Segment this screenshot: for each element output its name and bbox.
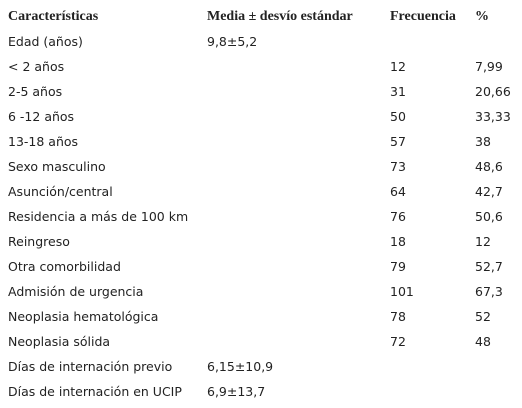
cell-label: Días de internación en UCIP xyxy=(8,384,182,399)
cell-mean: 6,9±13,7 xyxy=(207,384,266,399)
empty-cell xyxy=(207,204,390,229)
cell-freq: 78 xyxy=(390,309,406,324)
empty-cell xyxy=(207,54,390,79)
cell-label: < 2 años xyxy=(8,59,65,74)
cell-freq: 72 xyxy=(390,334,406,349)
empty-cell xyxy=(207,79,390,104)
empty-cell xyxy=(207,154,390,179)
cell-freq: 76 xyxy=(390,209,406,224)
cell-pct: 33,33 xyxy=(475,109,511,124)
empty-cell xyxy=(207,279,390,304)
cell-freq: 79 xyxy=(390,259,406,274)
cell-label: Reingreso xyxy=(8,234,70,249)
table-row: Neoplasia sólida 72 48 xyxy=(0,329,522,354)
cell-freq: 31 xyxy=(390,84,406,99)
cell-pct: 20,66 xyxy=(475,84,511,99)
empty-cell xyxy=(207,254,390,279)
cell-pct: 67,3 xyxy=(475,284,503,299)
header-cell: Media ± desvío estándar xyxy=(207,9,353,24)
cell-label: 2-5 años xyxy=(8,84,63,99)
table-row: Residencia a más de 100 km 76 50,6 xyxy=(0,204,522,229)
table-row: Otra comorbilidad 79 52,7 xyxy=(0,254,522,279)
table-row: Días de internación previo 6,15±10,9 xyxy=(0,354,522,379)
table-row: 2-5 años 31 20,66 xyxy=(0,79,522,104)
cell-freq: 73 xyxy=(390,159,406,174)
cell-freq: 12 xyxy=(390,59,406,74)
empty-cell xyxy=(475,379,522,404)
header-cell: % xyxy=(475,9,489,24)
empty-cell xyxy=(475,29,522,54)
data-table: Características Media ± desvío estándar Fr… xyxy=(0,5,522,404)
header-cell: Características xyxy=(8,9,99,24)
empty-cell xyxy=(475,354,522,379)
empty-cell xyxy=(207,179,390,204)
empty-cell xyxy=(207,304,390,329)
header-row: Características Media ± desvío estándar Fr… xyxy=(0,5,522,29)
cell-pct: 7,99 xyxy=(475,59,503,74)
cell-pct: 12 xyxy=(475,234,491,249)
cell-label: Residencia a más de 100 km xyxy=(8,209,189,224)
cell-label: Neoplasia hematológica xyxy=(8,309,159,324)
empty-cell xyxy=(390,354,475,379)
table-row: Edad (años) 9,8±5,2 xyxy=(0,29,522,54)
table-row: 6 -12 años 50 33,33 xyxy=(0,104,522,129)
cell-mean: 9,8±5,2 xyxy=(207,34,258,49)
cell-label: Neoplasia sólida xyxy=(8,334,111,349)
empty-cell xyxy=(390,29,475,54)
table-body: Edad (años) 9,8±5,2 < 2 años 12 7,99 2-5 años… xyxy=(0,29,522,404)
cell-freq: 57 xyxy=(390,134,406,149)
cell-freq: 50 xyxy=(390,109,406,124)
table-row: Asunción/central 64 42,7 xyxy=(0,179,522,204)
cell-pct: 52,7 xyxy=(475,259,503,274)
cell-mean: 6,15±10,9 xyxy=(207,359,274,374)
cell-label: 13-18 años xyxy=(8,134,79,149)
cell-label: Admisión de urgencia xyxy=(8,284,144,299)
empty-cell xyxy=(207,229,390,254)
cell-pct: 42,7 xyxy=(475,184,503,199)
cell-label: Sexo masculino xyxy=(8,159,106,174)
cell-pct: 48 xyxy=(475,334,491,349)
header-cell: Frecuencia xyxy=(390,9,456,24)
cell-freq: 64 xyxy=(390,184,406,199)
empty-cell xyxy=(207,104,390,129)
empty-cell xyxy=(207,329,390,354)
empty-cell xyxy=(207,129,390,154)
cell-label: Días de internación previo xyxy=(8,359,173,374)
cell-label: 6 -12 años xyxy=(8,109,75,124)
cell-freq: 18 xyxy=(390,234,406,249)
cell-pct: 50,6 xyxy=(475,209,503,224)
table-row: Reingreso 18 12 xyxy=(0,229,522,254)
table-row: < 2 años 12 7,99 xyxy=(0,54,522,79)
empty-cell xyxy=(390,379,475,404)
cell-freq: 101 xyxy=(390,284,414,299)
cell-label: Asunción/central xyxy=(8,184,113,199)
table-row: Días de internación en UCIP 6,9±13,7 xyxy=(0,379,522,404)
table-row: Neoplasia hematológica 78 52 xyxy=(0,304,522,329)
cell-label: Otra comorbilidad xyxy=(8,259,121,274)
cell-pct: 48,6 xyxy=(475,159,503,174)
cell-label: Edad (años) xyxy=(8,34,83,49)
table-row: Admisión de urgencia 101 67,3 xyxy=(0,279,522,304)
table-row: 13-18 años 57 38 xyxy=(0,129,522,154)
cell-pct: 52 xyxy=(475,309,491,324)
table-row: Sexo masculino 73 48,6 xyxy=(0,154,522,179)
cell-pct: 38 xyxy=(475,134,491,149)
